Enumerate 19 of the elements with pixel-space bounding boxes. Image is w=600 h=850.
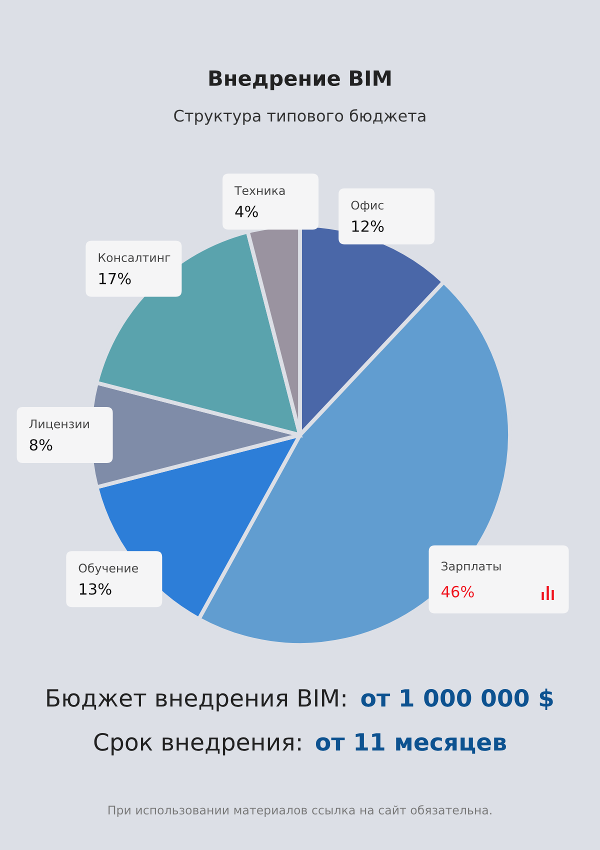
data-label: 4% [235, 206, 258, 218]
data-label: 46% [442, 586, 474, 598]
slice-label: Обучение [78, 563, 138, 575]
data-label: 8% [30, 439, 52, 451]
text: от 11 месяцев [316, 733, 506, 754]
chart-title: Внедрение BIM [209, 70, 391, 90]
slice-label: Техника [234, 186, 285, 195]
text: Бюджет внедрения BIM: [47, 689, 346, 712]
text: Срок внедрения: [94, 732, 301, 756]
slice-label: Консалтинг [98, 253, 170, 262]
text: При использовании материалов ссылка на сайт обязательна. [108, 805, 492, 817]
chart-subtitle: Структура типового бюджета [174, 109, 426, 125]
data-label: 13% [80, 583, 112, 595]
slice-label: Зарплаты [442, 562, 501, 573]
data-label: 17% [99, 272, 131, 284]
data-label: 12% [352, 220, 384, 232]
slice-label: Офис [351, 200, 384, 212]
text: от 1 000 000 $ [361, 688, 553, 710]
slice-label: Лицензии [29, 420, 89, 430]
